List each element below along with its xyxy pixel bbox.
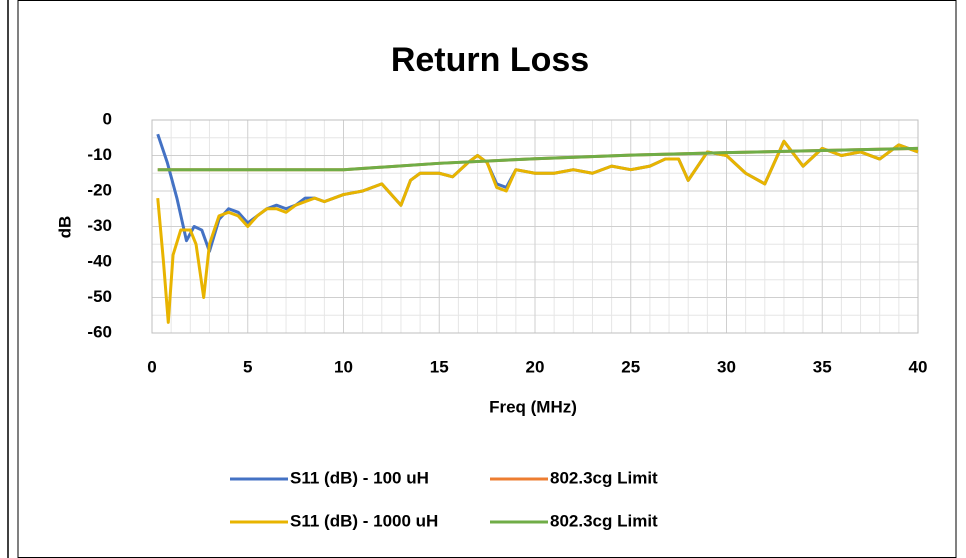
x-axis-label: Freq (MHz) <box>489 397 577 416</box>
y-tick-label: -40 <box>87 251 112 270</box>
x-tick-label: 10 <box>334 357 353 376</box>
x-tick-label: 5 <box>243 357 252 376</box>
plot-border <box>151 119 919 334</box>
legend-label: 802.3cg Limit <box>550 511 658 530</box>
x-tick-label: 35 <box>813 357 832 376</box>
chart-frame <box>17 0 957 558</box>
legend-label: 802.3cg Limit <box>550 468 658 487</box>
legend-label: S11 (dB) - 1000 uH <box>290 511 438 530</box>
y-tick-label: -20 <box>87 180 112 199</box>
y-tick-label: -50 <box>87 287 112 306</box>
legend-label: S11 (dB) - 100 uH <box>290 468 429 487</box>
series-line <box>156 139 919 324</box>
y-axis-label: dB <box>55 216 74 239</box>
x-tick-label: 25 <box>621 357 640 376</box>
x-tick-label: 15 <box>430 357 449 376</box>
y-tick-label: -10 <box>87 145 112 164</box>
x-tick-label: 20 <box>526 357 545 376</box>
x-tick-label: 0 <box>147 357 156 376</box>
chart-title: Return Loss <box>391 41 589 79</box>
series-line <box>157 146 919 172</box>
x-tick-label: 30 <box>717 357 736 376</box>
y-tick-label: -30 <box>87 216 112 235</box>
y-tick-label: 0 <box>103 109 112 128</box>
x-tick-label: 40 <box>909 357 928 376</box>
y-tick-label: -60 <box>87 322 112 341</box>
